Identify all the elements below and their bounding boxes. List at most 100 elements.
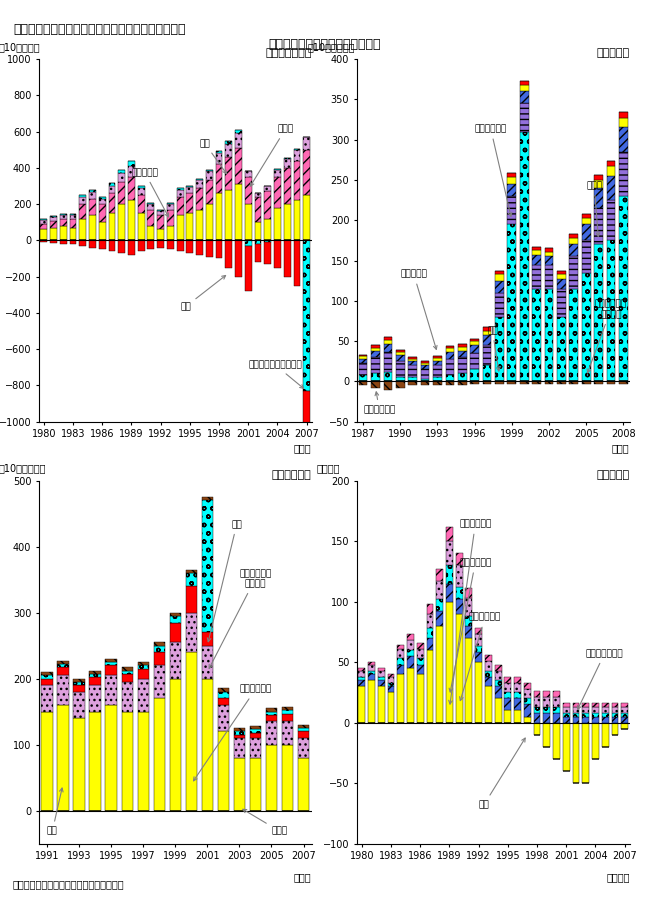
Bar [569,244,578,257]
Bar [433,361,442,366]
Bar [177,215,184,240]
Bar [202,646,213,678]
Bar [520,132,528,382]
Bar [235,130,242,133]
Bar [157,211,164,215]
Bar [90,670,101,674]
Bar [524,688,531,698]
Text: （３）ドイツ: （３）ドイツ [272,470,312,480]
Bar [445,353,454,359]
Bar [284,159,291,168]
Bar [254,240,262,244]
Bar [417,658,424,665]
Bar [60,240,67,244]
Bar [121,670,133,674]
Bar [245,246,252,291]
Bar [359,375,367,382]
Bar [378,668,385,670]
Bar [128,240,135,255]
Bar [397,658,404,665]
Bar [99,240,106,249]
Bar [475,662,482,723]
Bar [118,173,125,182]
Bar [475,652,482,662]
Bar [465,598,472,616]
Bar [433,358,442,361]
Bar [557,382,566,384]
Bar [592,723,599,759]
Bar [60,214,67,215]
Bar [264,219,271,240]
Bar [60,219,67,226]
Bar [138,666,149,668]
Bar [368,665,375,670]
Bar [202,632,213,646]
Bar [206,204,213,240]
Bar [514,683,521,692]
Bar [387,674,395,677]
Bar [282,721,293,745]
Bar [371,351,380,357]
Text: 各国で直接金融のウェイトが上昇: 各国で直接金融のウェイトが上昇 [268,38,381,51]
Bar [387,692,395,723]
Bar [483,336,491,346]
Bar [553,691,560,697]
Bar [284,240,291,277]
Bar [99,222,106,240]
Bar [524,705,531,717]
Bar [456,553,463,565]
Bar [225,141,232,144]
Bar [358,687,365,723]
Bar [186,586,197,612]
Bar [177,240,184,251]
Bar [533,697,541,707]
Bar [485,670,492,677]
Bar [138,240,145,251]
Bar [607,166,615,176]
Bar [619,382,628,384]
Bar [594,382,603,384]
Bar [358,668,365,670]
Bar [293,150,300,161]
Bar [359,356,367,359]
Bar [303,195,310,240]
Bar [69,240,77,244]
Bar [196,240,203,255]
Bar [408,361,417,366]
Bar [514,698,521,710]
Bar [368,662,375,665]
Bar [266,708,277,712]
Bar [445,382,454,385]
Bar [121,674,133,682]
Bar [245,177,252,204]
Bar [582,224,591,240]
Bar [592,707,599,713]
Bar [396,377,405,382]
Bar [206,170,213,171]
Bar [471,369,479,382]
Bar [621,713,628,717]
Bar [50,217,57,221]
Bar [569,382,578,384]
Bar [471,353,479,369]
Bar [118,204,125,240]
Bar [582,707,589,713]
Bar [504,698,511,710]
Bar [186,213,193,240]
Bar [532,288,541,382]
Bar [69,219,77,228]
Bar [387,687,395,692]
Bar [408,382,417,385]
Bar [407,650,414,656]
Bar [169,642,181,678]
Bar [495,382,504,384]
Bar [234,738,245,757]
Bar [384,372,392,382]
Bar [384,352,392,372]
Bar [167,204,174,210]
Bar [186,186,193,187]
Bar [358,670,365,677]
Bar [89,192,96,199]
Bar [50,216,57,217]
Bar [446,527,453,541]
